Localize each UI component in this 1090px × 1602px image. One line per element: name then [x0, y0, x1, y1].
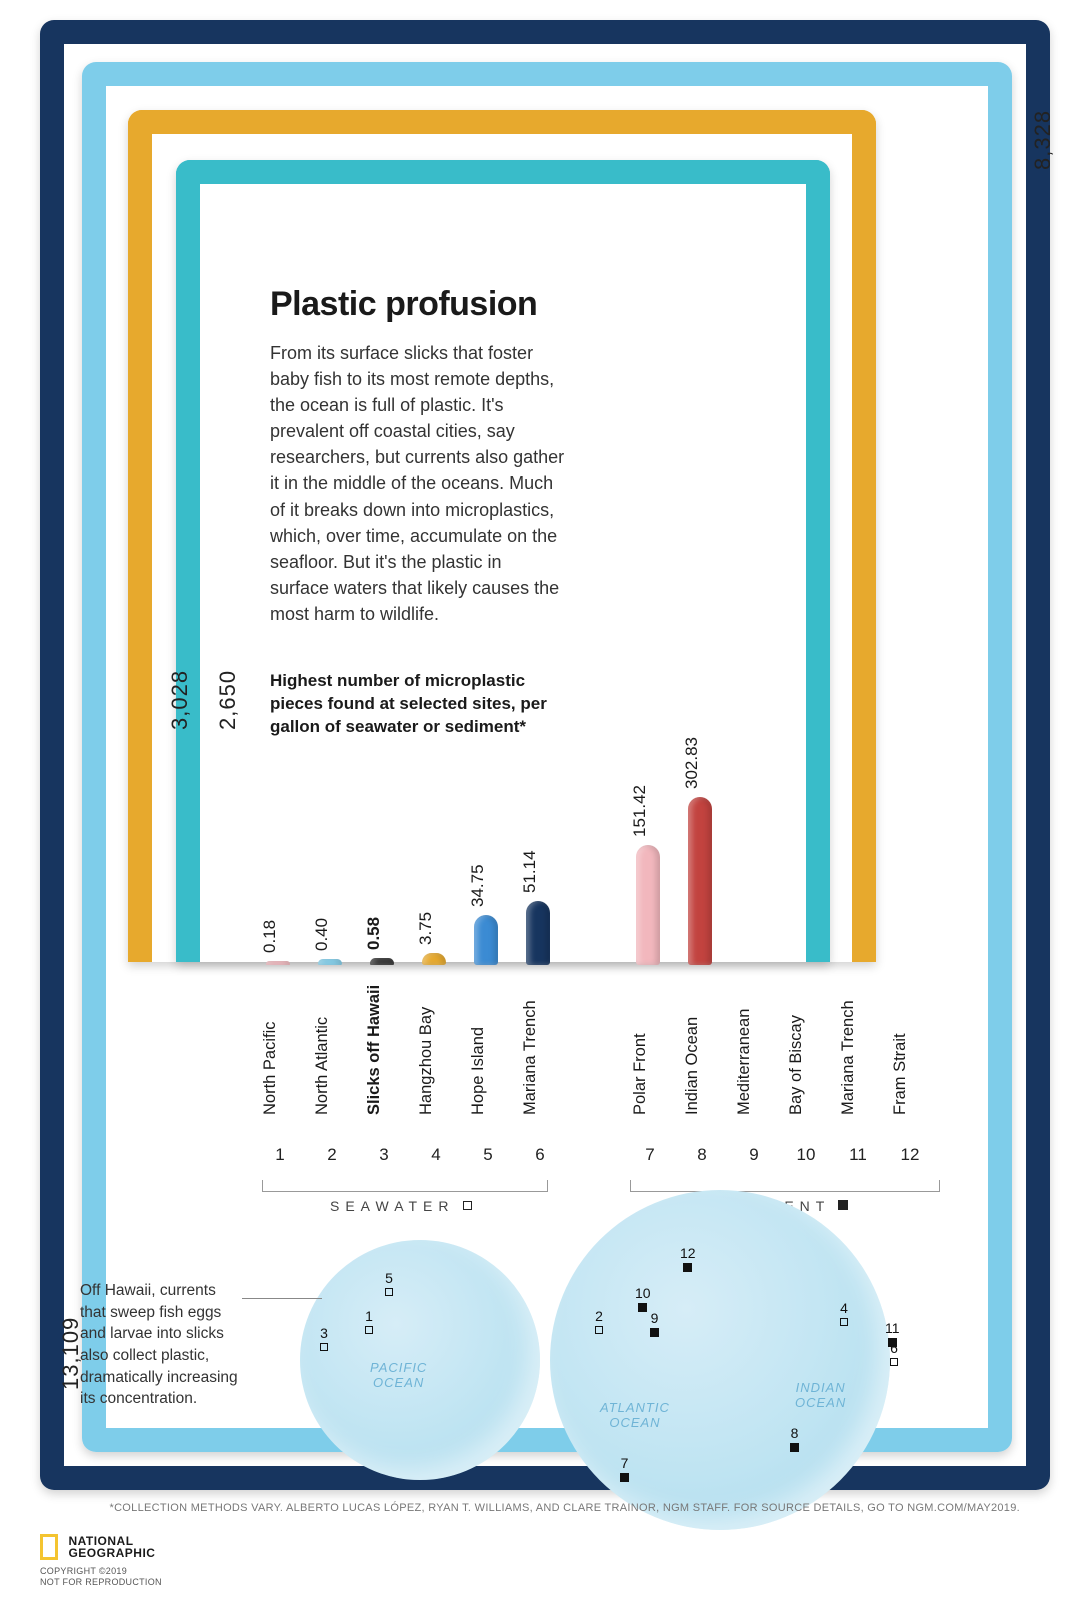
- globe-east: [550, 1190, 890, 1530]
- bar-site-10: Bay of Biscay: [787, 1015, 806, 1115]
- seawater-bracket: [262, 1180, 548, 1192]
- bar-site-9: Mediterranean: [735, 1009, 754, 1115]
- intro-paragraph: From its surface slicks that foster baby…: [270, 340, 565, 627]
- bar-value-2: 0.40: [312, 918, 332, 951]
- bar-5: [474, 915, 498, 965]
- marker-solid-icon: [790, 1443, 799, 1452]
- map-marker-3: 3: [320, 1325, 328, 1351]
- bar-3: [370, 958, 394, 965]
- map-marker-7: 7: [620, 1455, 629, 1482]
- bar-slot-2: 0.40 North Atlantic 2: [310, 745, 354, 1175]
- bar-value-8: 302.83: [682, 737, 702, 789]
- bar-slot-5: 34.75 Hope Island 5: [466, 745, 510, 1175]
- bar-value-6: 51.14: [520, 850, 540, 893]
- callout-leader-line: [242, 1298, 322, 1299]
- bar-8: [688, 797, 712, 965]
- marker-solid-icon: [888, 1338, 897, 1347]
- chart-subhead: Highest number of microplastic pieces fo…: [270, 670, 565, 739]
- bar-slot-11: Mariana Trench 11: [836, 745, 880, 1175]
- bar-index-8: 8: [680, 1145, 724, 1165]
- bar-site-6: Mariana Trench: [521, 1000, 540, 1115]
- bar-1: [266, 961, 290, 965]
- marker-open-icon: [840, 1318, 848, 1326]
- bar-index-2: 2: [310, 1145, 354, 1165]
- sediment-marker-icon: [838, 1200, 848, 1210]
- microplastics-bar-chart: 0.18 North Pacific 1 0.40 North Atlantic 2 0.5…: [258, 745, 958, 1175]
- bar-site-3: Slicks off Hawaii: [365, 985, 384, 1115]
- marker-solid-icon: [650, 1328, 659, 1337]
- bar-index-9: 9: [732, 1145, 776, 1165]
- bar-index-3: 3: [362, 1145, 406, 1165]
- bar-slot-1: 0.18 North Pacific 1: [258, 745, 302, 1175]
- map-marker-8: 8: [790, 1425, 799, 1452]
- map-marker-5: 5: [385, 1270, 393, 1296]
- seawater-marker-icon: [463, 1201, 472, 1210]
- map-marker-11: 11: [885, 1320, 900, 1347]
- marker-solid-icon: [638, 1303, 647, 1312]
- map-marker-12: 12: [680, 1245, 696, 1272]
- bar-slot-12: Fram Strait 12: [888, 745, 932, 1175]
- marker-open-icon: [320, 1343, 328, 1351]
- bar-slot-9: Mediterranean 9: [732, 745, 776, 1175]
- bar-value-1: 0.18: [260, 920, 280, 953]
- bar-site-4: Hangzhou Bay: [417, 1007, 436, 1115]
- bar-index-5: 5: [466, 1145, 510, 1165]
- bar-slot-10: Bay of Biscay 10: [784, 745, 828, 1175]
- bar-slot-8: 302.83Indian Ocean8: [680, 745, 724, 1175]
- bar-site-11: Mariana Trench: [839, 1000, 858, 1115]
- bar-index-4: 4: [414, 1145, 458, 1165]
- ocean-label: PACIFICOCEAN: [370, 1360, 427, 1390]
- bar-site-8: Indian Ocean: [683, 1017, 702, 1115]
- map-marker-10: 10: [635, 1285, 651, 1312]
- marker-open-icon: [385, 1288, 393, 1296]
- sediment-bracket: [630, 1180, 940, 1192]
- natgeo-logo: NATIONALGEOGRAPHIC: [40, 1534, 155, 1560]
- tube-label-teal: 2,650: [215, 670, 241, 730]
- marker-open-icon: [365, 1326, 373, 1334]
- bar-site-12: Fram Strait: [891, 1033, 910, 1115]
- bar-index-10: 10: [784, 1145, 828, 1165]
- bar-index-7: 7: [628, 1145, 672, 1165]
- source-footnote: *COLLECTION METHODS VARY. ALBERTO LUCAS …: [80, 1502, 1020, 1514]
- bar-value-7: 151.42: [630, 785, 650, 837]
- marker-solid-icon: [683, 1263, 692, 1272]
- seawater-label: SEAWATER: [330, 1198, 472, 1214]
- marker-open-icon: [595, 1326, 603, 1334]
- bar-slot-3: 0.58 Slicks off Hawaii 3: [362, 745, 406, 1175]
- bar-slot-6: 51.14 Mariana Trench 6: [518, 745, 562, 1175]
- ocean-label: INDIANOCEAN: [795, 1380, 846, 1410]
- natgeo-rect-icon: [40, 1534, 58, 1560]
- bar-index-1: 1: [258, 1145, 302, 1165]
- bar-site-5: Hope Island: [469, 1027, 488, 1115]
- map-marker-2: 2: [595, 1308, 603, 1334]
- bar-index-12: 12: [888, 1145, 932, 1165]
- tube-label-yellow: 3,028: [167, 670, 193, 730]
- bar-site-2: North Atlantic: [313, 1017, 332, 1115]
- bar-site-7: Polar Front: [631, 1033, 650, 1115]
- bar-site-1: North Pacific: [261, 1021, 280, 1115]
- bar-value-3: 0.58: [364, 917, 384, 950]
- tube-label-sky: 8,328: [1030, 110, 1056, 170]
- bar-value-4: 3.75: [416, 912, 436, 945]
- bar-2: [318, 959, 342, 965]
- bar-4: [422, 953, 446, 965]
- map-marker-4: 4: [840, 1300, 848, 1326]
- ocean-label: ATLANTICOCEAN: [600, 1400, 670, 1430]
- marker-open-icon: [890, 1358, 898, 1366]
- marker-solid-icon: [620, 1473, 629, 1482]
- bar-index-11: 11: [836, 1145, 880, 1165]
- bar-slot-4: 3.75 Hangzhou Bay 4: [414, 745, 458, 1175]
- world-map: PACIFICOCEANATLANTICOCEANINDIANOCEAN1234…: [250, 1230, 950, 1490]
- bar-7: [636, 845, 660, 965]
- hawaii-callout: Off Hawaii, currents that sweep fish egg…: [80, 1280, 240, 1410]
- bar-slot-7: 151.42 Polar Front 7: [628, 745, 672, 1175]
- page-title: Plastic profusion: [270, 285, 537, 324]
- map-marker-1: 1: [365, 1308, 373, 1334]
- bar-6: [526, 901, 550, 965]
- map-marker-9: 9: [650, 1310, 659, 1337]
- copyright-text: COPYRIGHT ©2019NOT FOR REPRODUCTION: [40, 1566, 162, 1588]
- bar-value-5: 34.75: [468, 864, 488, 907]
- bar-index-6: 6: [518, 1145, 562, 1165]
